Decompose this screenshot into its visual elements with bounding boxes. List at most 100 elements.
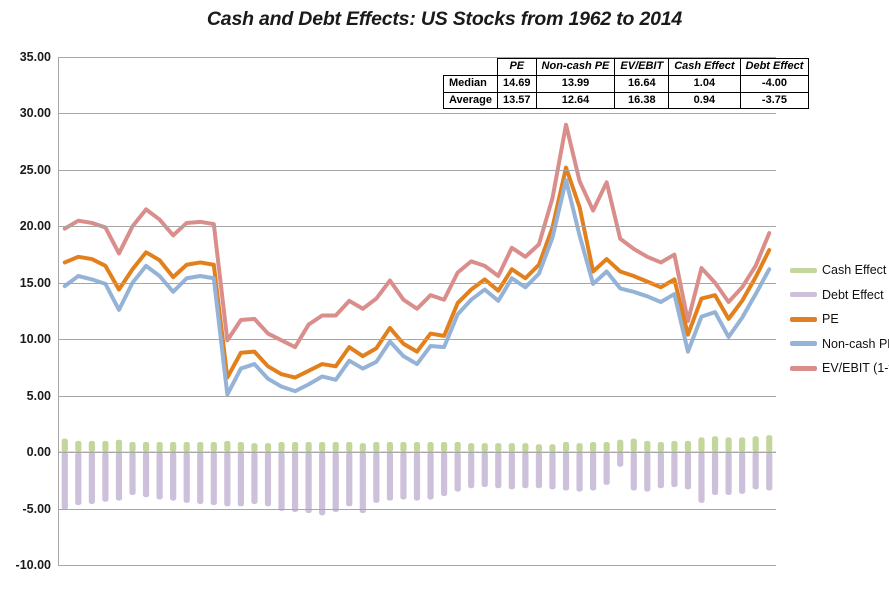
y-axis-tick-label: -5.00 [22, 501, 52, 516]
bar [224, 452, 231, 507]
gridline [58, 169, 776, 171]
bar [739, 437, 746, 453]
bar [61, 452, 68, 510]
bar [481, 443, 488, 453]
bar [373, 441, 380, 453]
bar [549, 452, 556, 490]
bar [739, 452, 746, 494]
table-column-header: EV/EBIT [614, 58, 670, 76]
table-row: Median 14.69 13.99 16.64 1.04 -4.00 [442, 74, 810, 93]
bar [251, 452, 258, 505]
table-cell: 16.64 [614, 74, 670, 93]
table-column-header: Non-cash PE [535, 58, 616, 76]
gridline [58, 226, 776, 228]
bar [319, 452, 326, 516]
bar [319, 441, 326, 453]
bar [711, 436, 719, 453]
gridline [58, 282, 776, 284]
table-cell: 14.69 [497, 74, 537, 93]
bar [129, 441, 136, 453]
legend-item-label: Cash Effect [822, 263, 887, 278]
y-axis-tick-label: -10.00 [15, 558, 51, 572]
table-cell: 16.38 [614, 91, 670, 110]
legend-item[interactable]: Non-cash PE [790, 332, 889, 357]
y-axis-tick-label: 0.00 [26, 445, 51, 460]
bar [535, 452, 543, 489]
table-column-header: Debt Effect [739, 58, 810, 76]
legend-item[interactable]: Debt Effect [790, 283, 888, 308]
line-series-ev-ebit-1-t- [62, 122, 772, 350]
bar [129, 452, 136, 496]
bar [468, 452, 475, 489]
gridline [58, 452, 776, 454]
bar [698, 437, 705, 453]
bar [237, 452, 244, 507]
legend-item[interactable]: EV/EBIT (1-t) [790, 356, 889, 381]
table-corner-cell [443, 58, 499, 76]
y-axis-tick-label: 10.00 [19, 332, 51, 347]
bar [440, 452, 448, 497]
bar [657, 441, 664, 453]
bar [183, 452, 190, 503]
bar [576, 452, 583, 492]
bar [142, 452, 150, 498]
bar [413, 441, 421, 453]
table-column-header: PE [497, 58, 537, 76]
bar [264, 443, 272, 453]
bar [359, 452, 366, 514]
bar [549, 444, 556, 453]
table-body: Median 14.69 13.99 16.64 1.04 -4.00 Average 13.… [442, 74, 810, 110]
bar [413, 452, 421, 501]
bar [400, 452, 407, 500]
bar [102, 452, 109, 502]
legend-item[interactable]: Cash Effect [790, 258, 888, 283]
line-series-pe [62, 165, 772, 380]
bar [562, 452, 570, 491]
bar [495, 452, 502, 489]
bar [468, 443, 475, 453]
bar [427, 452, 434, 500]
table-cell: 12.64 [535, 91, 616, 110]
bar [210, 441, 217, 453]
bar [535, 444, 543, 453]
bar [400, 441, 407, 453]
table-cell: 0.94 [668, 91, 741, 110]
table-row-header: Average [442, 91, 499, 110]
summary-statistics-table: PE Non-cash PE EV/EBIT Cash Effect Debt Effe… [442, 58, 810, 110]
gridline [58, 395, 776, 397]
bar [562, 441, 570, 453]
table-cell: -4.00 [739, 74, 810, 93]
table-row-header: Median [442, 74, 499, 93]
table-row: Average 13.57 12.64 16.38 0.94 -3.75 [442, 91, 810, 110]
bar [278, 441, 285, 453]
bar [156, 441, 163, 453]
table-cell: 1.04 [668, 74, 741, 93]
y-axis-tick-label: 30.00 [19, 106, 51, 121]
gridline [58, 113, 776, 115]
plot-area [58, 57, 776, 566]
y-axis-tick-label: 25.00 [19, 162, 51, 177]
bar [237, 441, 244, 453]
page-title: Cash and Debt Effects: US Stocks from 19… [206, 8, 683, 30]
bar [603, 452, 610, 485]
table-column-header: Cash Effect [668, 58, 741, 76]
y-axis-tick-label: 20.00 [19, 219, 51, 234]
bar [210, 452, 217, 506]
y-axis-line [58, 57, 59, 565]
legend-swatch-icon [790, 316, 817, 322]
bar [332, 441, 339, 453]
legend-item-label: Non-cash PE [822, 336, 889, 351]
gridline [58, 57, 776, 58]
gridline [58, 508, 776, 510]
table-cell: -3.75 [739, 91, 810, 110]
bar [590, 452, 597, 491]
bar [291, 441, 299, 453]
x-axis-labels: 1962196419661968197019721974197619781980… [58, 568, 776, 606]
bar [183, 441, 190, 453]
bar [386, 441, 394, 453]
gridline [58, 565, 776, 566]
bar [115, 439, 123, 453]
bar [454, 452, 461, 492]
legend-item[interactable]: PE [790, 307, 888, 332]
legend-swatch-icon [790, 267, 817, 273]
